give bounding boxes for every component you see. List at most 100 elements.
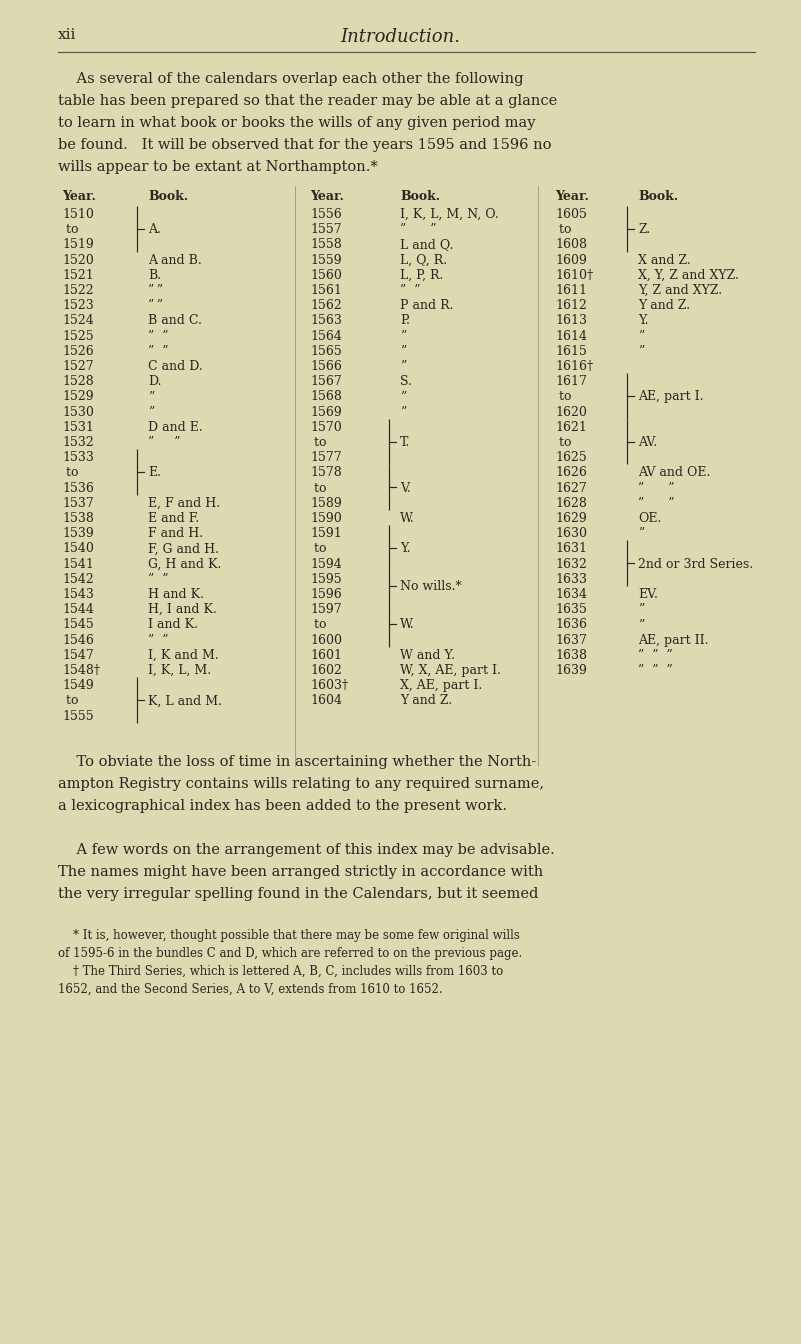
Text: H and K.: H and K. xyxy=(148,589,204,601)
Text: 1560: 1560 xyxy=(310,269,342,282)
Text: 1563: 1563 xyxy=(310,314,342,328)
Text: W and Y.: W and Y. xyxy=(400,649,455,661)
Text: 1633: 1633 xyxy=(555,573,587,586)
Text: 1626: 1626 xyxy=(555,466,587,480)
Text: Year.: Year. xyxy=(310,190,344,203)
Text: K, L and M.: K, L and M. xyxy=(148,695,222,707)
Text: 1542: 1542 xyxy=(62,573,94,586)
Text: The names might have been arranged strictly in accordance with: The names might have been arranged stric… xyxy=(58,864,543,879)
Text: L, Q, R.: L, Q, R. xyxy=(400,254,447,266)
Text: ”: ” xyxy=(400,345,406,358)
Text: 1558: 1558 xyxy=(310,238,342,251)
Text: T.: T. xyxy=(400,435,410,449)
Text: ”: ” xyxy=(400,406,406,418)
Text: 2nd or 3rd Series.: 2nd or 3rd Series. xyxy=(638,558,753,571)
Text: 1591: 1591 xyxy=(310,527,342,540)
Text: To obviate the loss of time in ascertaining whether the North-: To obviate the loss of time in ascertain… xyxy=(58,755,536,769)
Text: to: to xyxy=(555,390,571,403)
Text: 1637: 1637 xyxy=(555,633,587,646)
Text: EV.: EV. xyxy=(638,589,658,601)
Text: 1594: 1594 xyxy=(310,558,342,571)
Text: ” ”: ” ” xyxy=(148,300,163,312)
Text: 1610†: 1610† xyxy=(555,269,593,282)
Text: I and K.: I and K. xyxy=(148,618,198,632)
Text: ”  ”: ” ” xyxy=(148,345,168,358)
Text: ”: ” xyxy=(400,360,406,374)
Text: 1589: 1589 xyxy=(310,497,342,509)
Text: B.: B. xyxy=(148,269,161,282)
Text: ” ”: ” ” xyxy=(148,284,163,297)
Text: S.: S. xyxy=(400,375,412,388)
Text: 1620: 1620 xyxy=(555,406,587,418)
Text: Y.: Y. xyxy=(638,314,649,328)
Text: 1612: 1612 xyxy=(555,300,587,312)
Text: 1601: 1601 xyxy=(310,649,342,661)
Text: 1590: 1590 xyxy=(310,512,342,526)
Text: 1578: 1578 xyxy=(310,466,342,480)
Text: AV.: AV. xyxy=(638,435,657,449)
Text: 1545: 1545 xyxy=(62,618,94,632)
Text: C and D.: C and D. xyxy=(148,360,203,374)
Text: F and H.: F and H. xyxy=(148,527,203,540)
Text: to: to xyxy=(555,435,571,449)
Text: 1638: 1638 xyxy=(555,649,587,661)
Text: W, X, AE, part I.: W, X, AE, part I. xyxy=(400,664,501,677)
Text: 1548†: 1548† xyxy=(62,664,100,677)
Text: 1531: 1531 xyxy=(62,421,94,434)
Text: D.: D. xyxy=(148,375,162,388)
Text: AE, part I.: AE, part I. xyxy=(638,390,703,403)
Text: ”      ”: ” ” xyxy=(400,223,437,237)
Text: ”: ” xyxy=(638,618,644,632)
Text: A few words on the arrangement of this index may be advisable.: A few words on the arrangement of this i… xyxy=(58,843,555,857)
Text: 1539: 1539 xyxy=(62,527,94,540)
Text: F, G and H.: F, G and H. xyxy=(148,543,219,555)
Text: D and E.: D and E. xyxy=(148,421,203,434)
Text: 1526: 1526 xyxy=(62,345,94,358)
Text: ”: ” xyxy=(148,406,155,418)
Text: ”     ”: ” ” xyxy=(148,435,180,449)
Text: to: to xyxy=(310,435,327,449)
Text: A.: A. xyxy=(148,223,161,237)
Text: Y and Z.: Y and Z. xyxy=(400,695,452,707)
Text: 1634: 1634 xyxy=(555,589,587,601)
Text: 1528: 1528 xyxy=(62,375,94,388)
Text: 1596: 1596 xyxy=(310,589,342,601)
Text: the very irregular spelling found in the Calendars, but it seemed: the very irregular spelling found in the… xyxy=(58,887,538,900)
Text: 1652, and the Second Series, A to V, extends from 1610 to 1652.: 1652, and the Second Series, A to V, ext… xyxy=(58,982,443,996)
Text: 1616†: 1616† xyxy=(555,360,593,374)
Text: ”  ”: ” ” xyxy=(400,284,421,297)
Text: W.: W. xyxy=(400,618,415,632)
Text: 1540: 1540 xyxy=(62,543,94,555)
Text: 1613: 1613 xyxy=(555,314,587,328)
Text: 1635: 1635 xyxy=(555,603,587,616)
Text: 1555: 1555 xyxy=(62,710,94,723)
Text: xii: xii xyxy=(58,28,76,42)
Text: ”  ”  ”: ” ” ” xyxy=(638,649,673,661)
Text: * It is, however, thought possible that there may be some few original wills: * It is, however, thought possible that … xyxy=(58,929,520,942)
Text: 1577: 1577 xyxy=(310,452,341,464)
Text: 1532: 1532 xyxy=(62,435,94,449)
Text: 1538: 1538 xyxy=(62,512,94,526)
Text: wills appear to be extant at Northampton.*: wills appear to be extant at Northampton… xyxy=(58,160,378,173)
Text: 1533: 1533 xyxy=(62,452,94,464)
Text: to: to xyxy=(62,466,78,480)
Text: 1631: 1631 xyxy=(555,543,587,555)
Text: ”  ”: ” ” xyxy=(148,329,168,343)
Text: G, H and K.: G, H and K. xyxy=(148,558,221,571)
Text: 1611: 1611 xyxy=(555,284,587,297)
Text: 1547: 1547 xyxy=(62,649,94,661)
Text: 1557: 1557 xyxy=(310,223,341,237)
Text: 1597: 1597 xyxy=(310,603,341,616)
Text: 1621: 1621 xyxy=(555,421,587,434)
Text: 1605: 1605 xyxy=(555,208,587,220)
Text: 1544: 1544 xyxy=(62,603,94,616)
Text: E and F.: E and F. xyxy=(148,512,199,526)
Text: ”: ” xyxy=(638,527,644,540)
Text: 1525: 1525 xyxy=(62,329,94,343)
Text: X, Y, Z and XYZ.: X, Y, Z and XYZ. xyxy=(638,269,739,282)
Text: ”: ” xyxy=(148,390,155,403)
Text: 1615: 1615 xyxy=(555,345,587,358)
Text: 1628: 1628 xyxy=(555,497,587,509)
Text: AE, part II.: AE, part II. xyxy=(638,633,709,646)
Text: X and Z.: X and Z. xyxy=(638,254,690,266)
